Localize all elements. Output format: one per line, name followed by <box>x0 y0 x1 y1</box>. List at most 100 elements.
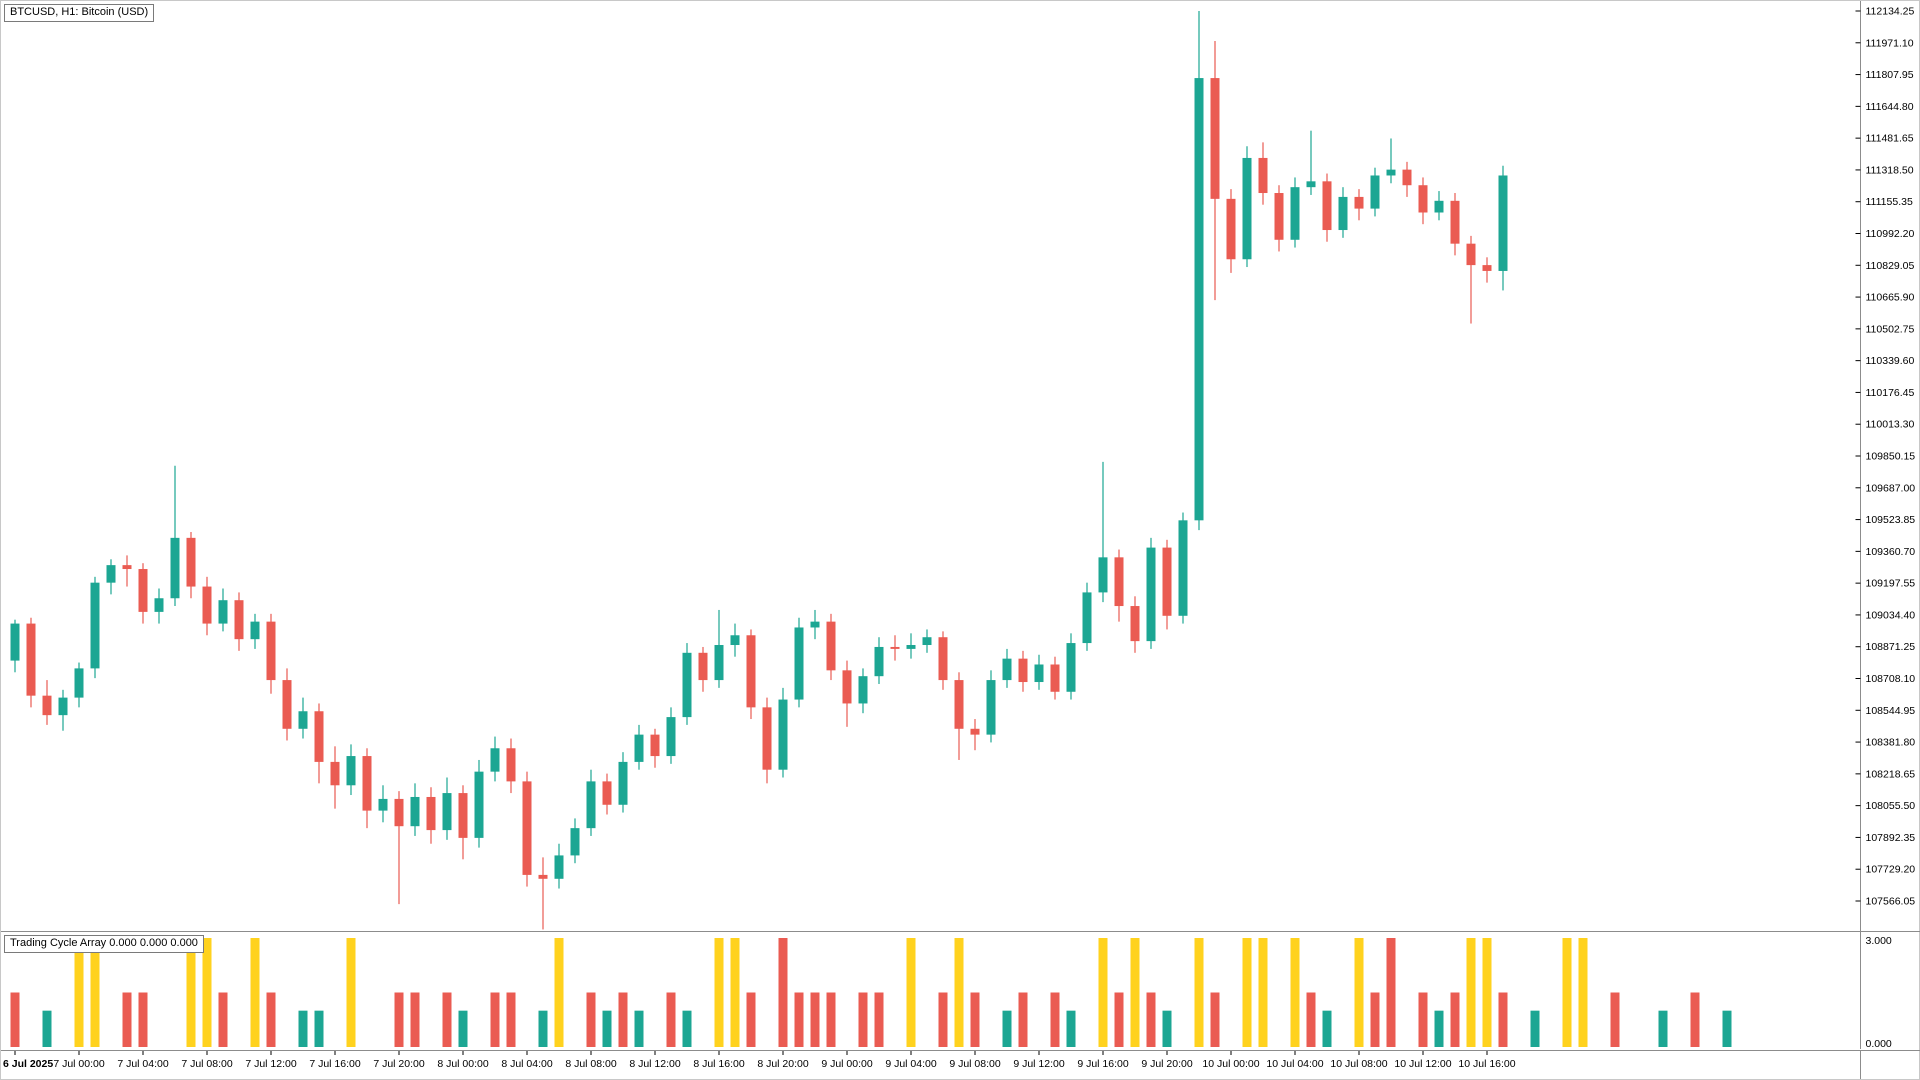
price-axis-label: 109360.70 <box>1866 546 1916 558</box>
candle-body <box>10 623 20 661</box>
candle-body <box>698 652 708 681</box>
candle-body <box>1050 664 1060 692</box>
indicator-bar <box>634 1010 644 1047</box>
indicator-bar <box>266 992 276 1047</box>
price-axis-label: 109197.55 <box>1866 578 1916 590</box>
candle-body <box>122 565 132 570</box>
indicator-bar <box>1162 1010 1172 1047</box>
candle-body <box>1226 198 1236 260</box>
candle-body <box>666 717 676 757</box>
candle-body <box>1114 557 1124 607</box>
time-axis-label: 8 Jul 16:00 <box>693 1058 745 1070</box>
indicator-bar <box>874 992 884 1047</box>
indicator-bar <box>42 1010 52 1047</box>
candle-body <box>810 621 820 628</box>
candle-body <box>186 537 196 587</box>
time-axis-labels[interactable]: 6 Jul 2025 7 Jul 00:00 7 Jul 04:00 7 Jul 08… <box>1 1051 1920 1079</box>
candle-body <box>1130 606 1140 642</box>
indicator-bar <box>458 1010 468 1047</box>
candle-body <box>778 699 788 770</box>
candle-body <box>618 761 628 805</box>
price-axis-label: 111971.10 <box>1866 37 1914 49</box>
price-axis-label: 111155.35 <box>1866 196 1913 208</box>
price-axis-label: 112134.25 <box>1866 6 1915 18</box>
price-axis-label: 111807.95 <box>1866 69 1914 81</box>
indicator-bar <box>586 992 596 1047</box>
indicator-bar <box>1354 938 1364 1047</box>
indicator-bar <box>858 992 868 1047</box>
indicator-bar <box>826 992 836 1047</box>
time-axis[interactable]: 6 Jul 2025 7 Jul 00:00 7 Jul 04:00 7 Jul 08… <box>1 1051 1920 1079</box>
price-axis-label: 109523.85 <box>1866 514 1916 526</box>
indicator-bar <box>1370 992 1380 1047</box>
candle-body <box>266 621 276 681</box>
indicator-bar <box>1146 992 1156 1047</box>
candle-body <box>1178 520 1188 616</box>
candle-body <box>554 855 564 879</box>
time-axis-label: 10 Jul 12:00 <box>1394 1058 1451 1070</box>
price-axis-label: 110665.90 <box>1866 292 1915 304</box>
price-axis-label: 109034.40 <box>1866 609 1916 621</box>
indicator-bar <box>314 1010 324 1047</box>
indicator-bar <box>1258 938 1268 1047</box>
price-axis-label: 110502.75 <box>1866 323 1915 335</box>
candle-body <box>1002 658 1012 681</box>
indicator-bar <box>1530 1010 1540 1047</box>
price-axis-label: 109687.00 <box>1866 482 1916 494</box>
price-axis-label: 108055.50 <box>1866 800 1916 812</box>
indicator-histogram[interactable]: 3.000 0.000 <box>1 932 1920 1049</box>
time-axis-label: 8 Jul 00:00 <box>437 1058 489 1070</box>
indicator-bar <box>1450 992 1460 1047</box>
indicator-bar <box>538 1010 548 1047</box>
candle-body <box>1066 643 1076 692</box>
axis-separator <box>1 1050 1920 1051</box>
indicator-bar <box>1114 992 1124 1047</box>
indicator-bar <box>1418 992 1428 1047</box>
candle-body <box>330 761 340 786</box>
candle-body <box>442 793 452 831</box>
candlestick-chart[interactable]: 112134.25 111971.10 111807.95 111644.80 1114… <box>1 1 1920 931</box>
time-axis-label: 10 Jul 16:00 <box>1458 1058 1515 1070</box>
indicator-panel[interactable]: Trading Cycle Array 0.000 0.000 0.000 3.… <box>1 932 1920 1050</box>
indicator-bar <box>346 938 356 1047</box>
candle-body <box>346 756 356 786</box>
time-axis-label: 10 Jul 04:00 <box>1266 1058 1323 1070</box>
candle-body <box>714 645 724 681</box>
candle-body <box>138 569 148 612</box>
candle-body <box>1498 175 1508 271</box>
price-chart-panel[interactable]: BTCUSD, H1: Bitcoin (USD) 112134.25 11197… <box>1 1 1920 931</box>
indicator-bar <box>1386 938 1396 1047</box>
time-axis-label: 9 Jul 04:00 <box>885 1058 937 1070</box>
candle-body <box>522 781 532 875</box>
candle-body <box>682 652 692 718</box>
candle-body <box>170 537 180 599</box>
time-axis-label: 10 Jul 08:00 <box>1330 1058 1387 1070</box>
candle-body <box>1242 157 1252 260</box>
indicator-bar <box>794 992 804 1047</box>
panel-separator[interactable] <box>1 931 1920 932</box>
candle-body <box>746 635 756 708</box>
candle-body <box>730 635 740 646</box>
indicator-bar <box>730 938 740 1047</box>
candle-body <box>986 680 996 735</box>
candle-body <box>1290 187 1300 240</box>
indicator-bar <box>410 992 420 1047</box>
time-axis-label: 7 Jul 08:00 <box>181 1058 233 1070</box>
time-axis-label: 9 Jul 12:00 <box>1013 1058 1065 1070</box>
indicator-bar <box>1306 992 1316 1047</box>
candle-body <box>1258 157 1268 194</box>
indicator-bar <box>1018 992 1028 1047</box>
indicator-bar <box>1562 938 1572 1047</box>
candle-body <box>906 645 916 649</box>
candle-body <box>1162 547 1172 616</box>
candle-body <box>1194 78 1204 521</box>
indicator-bar <box>506 992 516 1047</box>
indicator-bar <box>1098 938 1108 1047</box>
indicator-bar <box>490 992 500 1047</box>
price-axis-label: 108381.80 <box>1866 737 1916 749</box>
time-axis-label: 9 Jul 20:00 <box>1141 1058 1193 1070</box>
indicator-bar <box>1210 992 1220 1047</box>
indicator-bar <box>970 992 980 1047</box>
indicator-bar <box>602 1010 612 1047</box>
indicator-bar <box>1690 992 1700 1047</box>
